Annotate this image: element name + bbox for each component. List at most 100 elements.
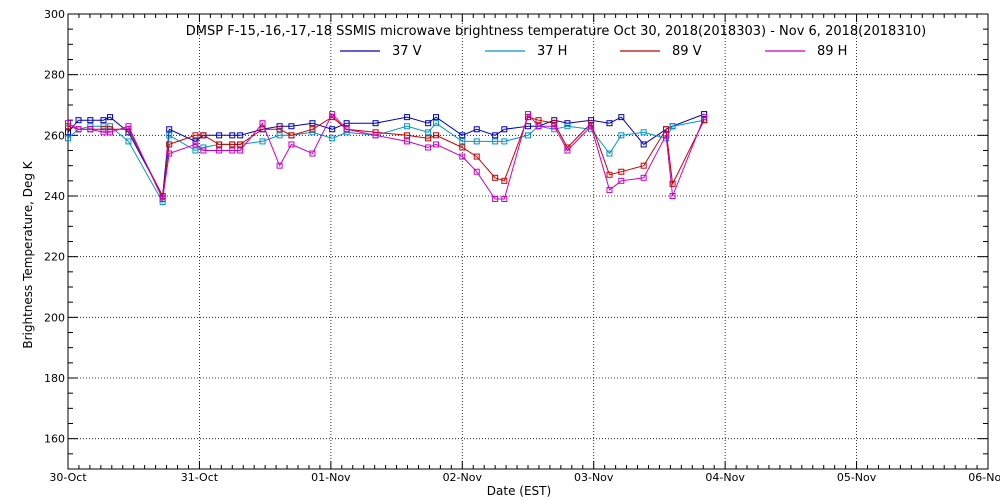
- data-point-37-h: [473, 138, 480, 145]
- data-point-89-v: [192, 132, 199, 139]
- legend-label-37-v: 37 V: [392, 44, 422, 59]
- data-point-37-v: [329, 126, 336, 133]
- data-point-37-h: [459, 138, 466, 145]
- data-point-37-v: [216, 132, 223, 139]
- data-point-89-h: [65, 120, 71, 127]
- data-point-89-h: [459, 153, 466, 160]
- data-point-89-v: [276, 126, 283, 133]
- data-point-37-v: [100, 117, 107, 124]
- data-point-89-h: [309, 150, 316, 157]
- data-point-89-v: [309, 126, 316, 133]
- data-point-89-h: [107, 129, 114, 136]
- data-point-37-v: [237, 132, 244, 139]
- data-point-89-h: [75, 126, 82, 133]
- data-point-37-h: [107, 123, 114, 130]
- data-point-37-h: [606, 150, 613, 157]
- data-point-37-h: [640, 129, 647, 136]
- legend-label-89-h: 89 H: [817, 44, 847, 59]
- legend: 37 V 37 H 89 V 89 H: [340, 44, 847, 59]
- data-point-37-h: [618, 132, 625, 139]
- data-point-37-v: [551, 117, 558, 124]
- series: [65, 111, 708, 206]
- data-point-37-v: [229, 132, 236, 139]
- data-point-37-h: [192, 147, 199, 154]
- data-point-89-h: [100, 129, 107, 136]
- data-point-89-h: [404, 138, 411, 145]
- data-point-89-v: [606, 171, 613, 178]
- data-point-89-v: [100, 126, 107, 133]
- data-point-37-v: [372, 120, 379, 127]
- data-point-89-h: [640, 174, 647, 181]
- data-point-89-h: [564, 147, 571, 154]
- data-point-89-h: [216, 147, 223, 154]
- data-point-37-v: [166, 126, 173, 133]
- data-point-89-v: [663, 126, 669, 133]
- data-point-37-v: [701, 111, 708, 118]
- series-line-89-v: [67, 116, 705, 198]
- data-point-89-v: [229, 141, 236, 148]
- legend-label-89-v: 89 V: [672, 44, 702, 59]
- data-point-37-v: [606, 120, 613, 127]
- y-axis-label: Brightness Temperature, Deg K: [21, 160, 35, 348]
- data-point-37-h: [65, 135, 71, 142]
- plot-frame: [67, 13, 989, 470]
- data-point-37-h: [87, 123, 94, 130]
- data-point-89-v: [425, 135, 432, 142]
- data-point-89-h: [276, 162, 283, 169]
- data-point-37-v: [640, 141, 647, 148]
- x-tick-label: 06-Nov: [968, 471, 1000, 484]
- data-point-37-v: [492, 132, 499, 139]
- data-point-89-h: [551, 123, 558, 130]
- data-point-37-v: [87, 117, 94, 124]
- data-point-89-h: [606, 186, 613, 193]
- data-point-89-v: [166, 141, 173, 148]
- data-point-89-h: [87, 126, 94, 133]
- data-point-89-h: [701, 114, 708, 121]
- data-point-89-h: [669, 193, 676, 199]
- data-point-37-v: [343, 120, 350, 127]
- data-point-37-h: [259, 138, 266, 145]
- data-point-89-v: [459, 144, 466, 151]
- data-point-37-v: [425, 120, 432, 127]
- x-tick-label: 30-Oct: [49, 471, 87, 484]
- data-point-89-h: [535, 123, 542, 130]
- data-point-89-v: [288, 132, 295, 139]
- x-tick-label: 02-Nov: [443, 471, 483, 484]
- y-tick-label: 300: [44, 8, 65, 21]
- data-point-89-h: [259, 120, 266, 127]
- x-axis-label: Date (EST): [487, 484, 551, 498]
- data-point-89-v: [501, 177, 508, 184]
- data-point-37-h: [433, 120, 439, 127]
- y-tick-label: 220: [44, 251, 65, 264]
- data-point-37-v: [276, 123, 283, 130]
- data-point-89-h: [618, 177, 625, 184]
- y-tick-label: 160: [44, 433, 65, 446]
- y-tick-label: 180: [44, 372, 65, 385]
- data-point-89-h: [159, 196, 166, 203]
- series-line-89-h: [67, 113, 705, 201]
- data-point-37-h: [492, 138, 499, 145]
- data-point-37-v: [473, 126, 480, 133]
- x-tick-label: 03-Nov: [574, 471, 614, 484]
- data-point-89-h: [329, 111, 336, 118]
- series-89-h: [65, 111, 708, 203]
- data-point-89-h: [200, 147, 207, 154]
- data-point-37-h: [404, 123, 411, 130]
- data-point-37-h: [525, 132, 531, 139]
- data-point-89-h: [663, 132, 669, 139]
- data-point-89-h: [525, 111, 531, 118]
- data-point-89-v: [107, 126, 114, 133]
- data-point-37-v: [75, 117, 82, 124]
- data-point-37-h: [329, 135, 336, 142]
- tick-labels: 30-Oct 31-Oct 01-Nov 02-Nov 03-Nov 04-Nov 05-N…: [44, 8, 1000, 484]
- y-tick-label: 260: [44, 129, 65, 142]
- data-point-89-h: [229, 147, 236, 154]
- data-point-89-v: [535, 117, 542, 124]
- data-point-37-h: [501, 138, 508, 145]
- data-point-37-v: [525, 123, 531, 130]
- data-point-37-h: [125, 138, 132, 145]
- data-point-89-v: [669, 180, 676, 187]
- data-point-37-v: [309, 120, 316, 127]
- data-point-37-v: [107, 114, 114, 121]
